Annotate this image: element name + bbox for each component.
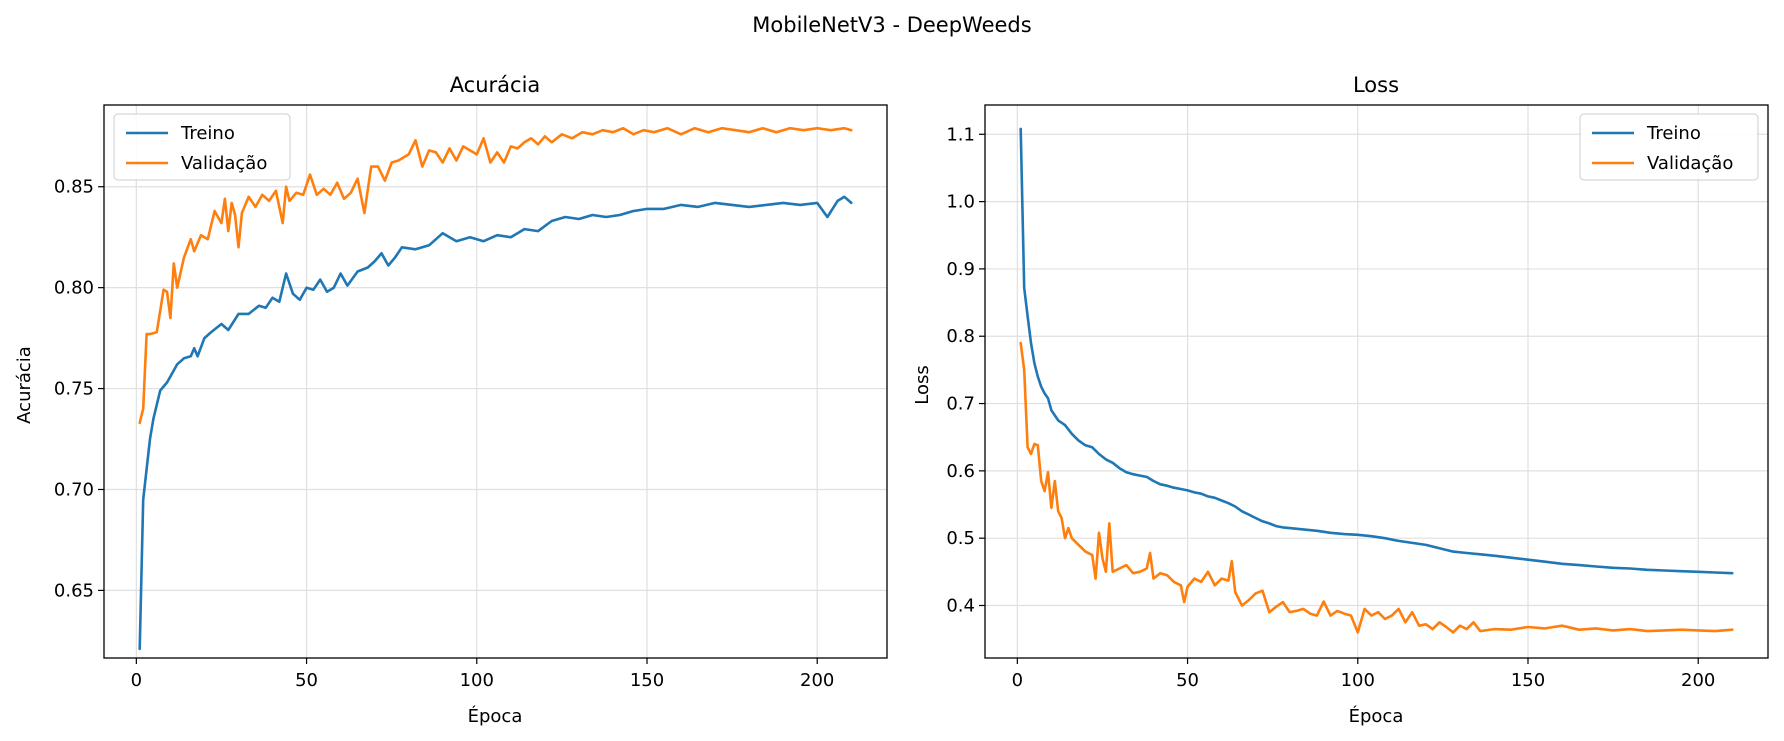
loss-xtick-label: 200	[1681, 670, 1715, 691]
loss-series-validacao-line	[1019, 341, 1734, 634]
loss-ytick-label: 0.4	[946, 595, 975, 616]
accuracy-legend: Treino Validação	[113, 113, 291, 181]
loss-series-treino-line	[1019, 127, 1734, 575]
acc-ytick-label: 0.80	[54, 278, 94, 299]
loss-legend-treino-label: Treino	[1646, 123, 1701, 144]
accuracy-ticks: 0 50 100 150 200 0.65 0.70 0.75 0.80 0.85	[54, 177, 834, 691]
loss-panel: Loss Época Loss 0 50 100 150 200 0.4 0.5 0.6 0.7…	[912, 73, 1769, 727]
acc-series-treino-line	[138, 195, 853, 651]
acc-xtick-label: 100	[460, 670, 494, 691]
acc-ytick-label: 0.85	[54, 177, 94, 198]
figure-suptitle: MobileNetV3 - DeepWeeds	[752, 13, 1031, 37]
loss-legend: Treino Validação	[1579, 113, 1759, 181]
acc-xtick-label: 200	[800, 670, 834, 691]
loss-ytick-label: 1.1	[946, 124, 975, 145]
accuracy-ylabel: Acurácia	[14, 346, 35, 424]
loss-ytick-label: 0.6	[946, 461, 975, 482]
accuracy-legend-treino-label: Treino	[180, 123, 235, 144]
acc-xtick-label: 0	[131, 670, 142, 691]
accuracy-grid	[104, 105, 887, 658]
accuracy-lines	[138, 126, 853, 651]
acc-ytick-label: 0.70	[54, 479, 94, 500]
accuracy-panel: Acurácia Época Acurácia 0 50 100 150 200 0.65…	[14, 73, 888, 727]
accuracy-axes-frame	[103, 104, 888, 659]
loss-title: Loss	[1353, 73, 1399, 97]
loss-xtick-label: 100	[1341, 670, 1375, 691]
acc-xtick-label: 50	[295, 670, 318, 691]
loss-axes-frame	[984, 104, 1769, 659]
acc-ytick-label: 0.75	[54, 379, 94, 400]
loss-ticks: 0 50 100 150 200 0.4 0.5 0.6 0.7 0.8 0.9 1.0 1.1	[946, 124, 1715, 691]
loss-xtick-label: 0	[1012, 670, 1023, 691]
loss-grid	[985, 105, 1768, 658]
acc-series-validacao-line	[138, 126, 853, 425]
accuracy-title: Acurácia	[450, 73, 541, 97]
loss-xtick-label: 150	[1511, 670, 1545, 691]
loss-ytick-label: 1.0	[946, 192, 975, 213]
loss-xlabel: Época	[1349, 705, 1404, 727]
loss-ytick-label: 0.7	[946, 394, 975, 415]
acc-xtick-label: 150	[630, 670, 664, 691]
loss-legend-validacao-label: Validação	[1647, 153, 1733, 174]
loss-ylabel: Loss	[912, 365, 933, 404]
loss-ytick-label: 0.5	[946, 528, 975, 549]
accuracy-xlabel: Época	[468, 705, 523, 727]
loss-xtick-label: 50	[1176, 670, 1199, 691]
accuracy-legend-validacao-label: Validação	[181, 153, 267, 174]
acc-ytick-label: 0.65	[54, 580, 94, 601]
loss-lines	[1019, 127, 1734, 634]
loss-ytick-label: 0.8	[946, 326, 975, 347]
loss-ytick-label: 0.9	[946, 259, 975, 280]
